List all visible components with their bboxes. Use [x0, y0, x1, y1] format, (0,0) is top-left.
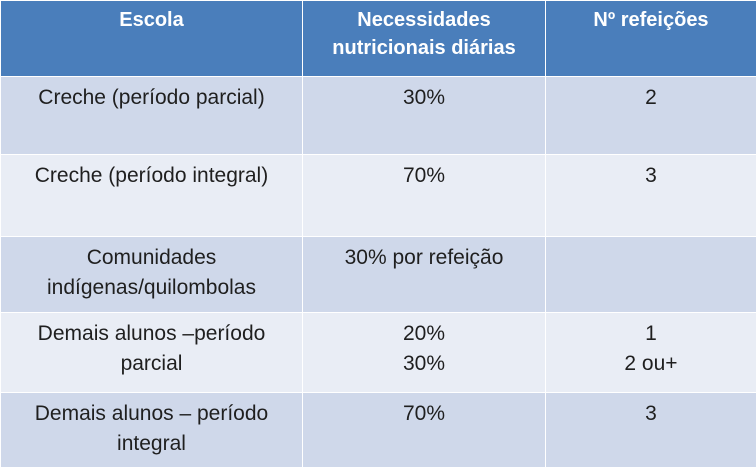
- cell-refeicoes: 3: [546, 393, 756, 468]
- refeicoes-value: 2 ou+: [554, 349, 748, 379]
- necessidades-value: 30% por refeição: [311, 243, 537, 273]
- table-row: Comunidades indígenas/quilombolas 30% po…: [1, 237, 756, 313]
- refeicoes-value: 1: [554, 319, 748, 349]
- refeicoes-value: 3: [554, 399, 748, 429]
- table-row: Demais alunos –período parcial 20% 30% 1…: [1, 313, 756, 393]
- cell-refeicoes: [546, 237, 756, 313]
- cell-escola: Comunidades indígenas/quilombolas: [1, 237, 303, 313]
- refeicoes-value: 3: [554, 161, 748, 191]
- header-escola: Escola: [1, 1, 303, 77]
- table-header-row: Escola Necessidades nutricionais diárias…: [1, 1, 756, 77]
- table-row: Demais alunos – período integral 70% 3: [1, 393, 756, 468]
- necessidades-value: 70%: [311, 399, 537, 429]
- refeicoes-value: 2: [554, 83, 748, 113]
- necessidades-value: 30%: [311, 83, 537, 113]
- cell-necessidades: 70%: [303, 155, 546, 237]
- necessidades-value: 30%: [311, 349, 537, 379]
- cell-refeicoes: 3: [546, 155, 756, 237]
- cell-necessidades: 70%: [303, 393, 546, 468]
- table-row: Creche (período parcial) 30% 2: [1, 77, 756, 155]
- cell-necessidades: 30%: [303, 77, 546, 155]
- header-necessidades: Necessidades nutricionais diárias: [303, 1, 546, 77]
- cell-refeicoes: 2: [546, 77, 756, 155]
- cell-escola: Creche (período parcial): [1, 77, 303, 155]
- necessidades-value: 70%: [311, 161, 537, 191]
- table-row: Creche (período integral) 70% 3: [1, 155, 756, 237]
- cell-necessidades: 30% por refeição: [303, 237, 546, 313]
- cell-escola: Demais alunos –período parcial: [1, 313, 303, 393]
- cell-refeicoes: 1 2 ou+: [546, 313, 756, 393]
- cell-escola: Creche (período integral): [1, 155, 303, 237]
- necessidades-value: 20%: [311, 319, 537, 349]
- header-refeicoes: Nº refeições: [546, 1, 756, 77]
- cell-necessidades: 20% 30%: [303, 313, 546, 393]
- cell-escola: Demais alunos – período integral: [1, 393, 303, 468]
